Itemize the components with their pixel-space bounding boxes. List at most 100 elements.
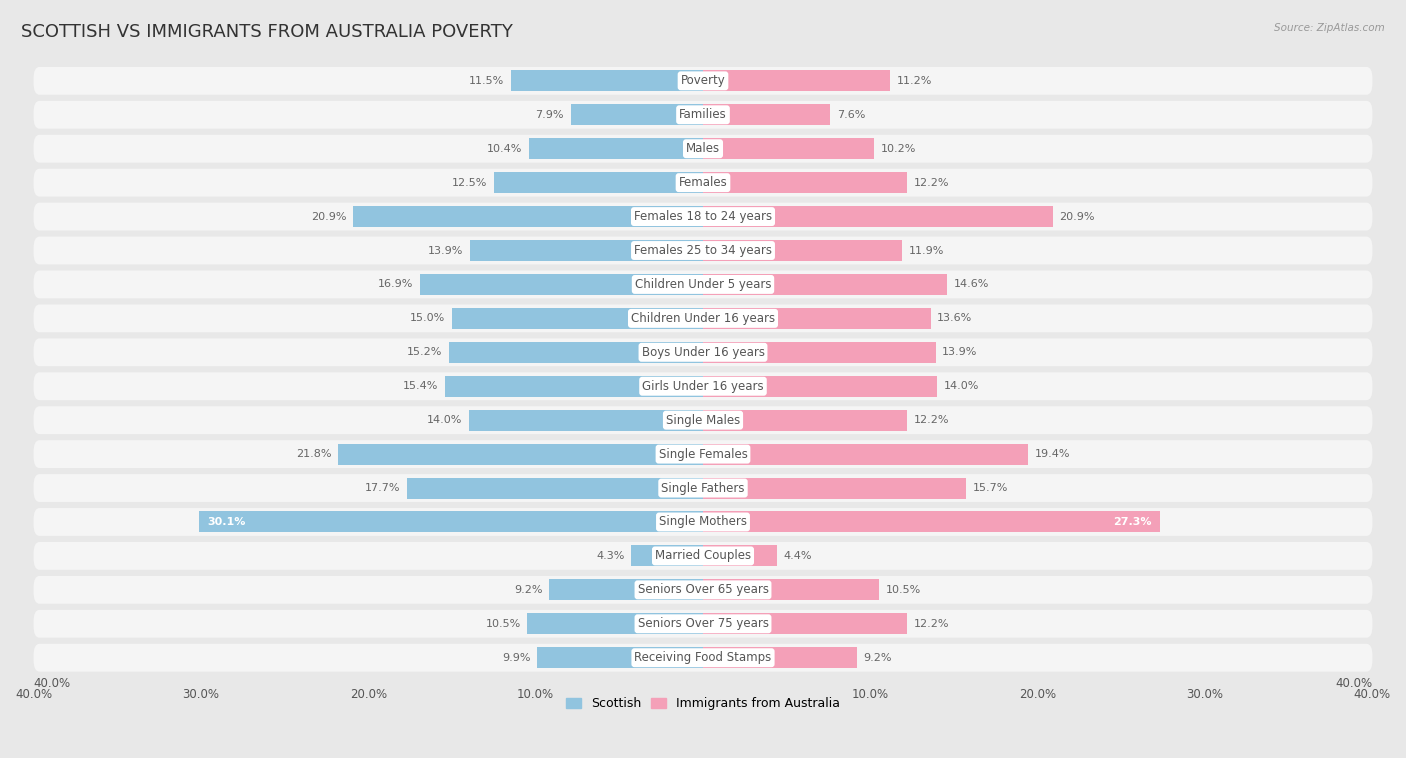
FancyBboxPatch shape bbox=[34, 305, 1372, 332]
Text: Single Fathers: Single Fathers bbox=[661, 481, 745, 494]
Text: 12.2%: 12.2% bbox=[914, 415, 949, 425]
Bar bbox=[527, 613, 703, 634]
Bar bbox=[703, 172, 907, 193]
Text: 15.2%: 15.2% bbox=[406, 347, 441, 357]
Text: Families: Families bbox=[679, 108, 727, 121]
Text: 13.9%: 13.9% bbox=[429, 246, 464, 255]
Text: Receiving Food Stamps: Receiving Food Stamps bbox=[634, 651, 772, 664]
Text: 17.7%: 17.7% bbox=[364, 483, 401, 493]
Text: SCOTTISH VS IMMIGRANTS FROM AUSTRALIA POVERTY: SCOTTISH VS IMMIGRANTS FROM AUSTRALIA PO… bbox=[21, 23, 513, 41]
Text: Females 25 to 34 years: Females 25 to 34 years bbox=[634, 244, 772, 257]
Bar bbox=[548, 579, 703, 600]
Bar bbox=[449, 342, 703, 363]
Bar bbox=[468, 409, 703, 431]
Bar bbox=[703, 647, 858, 669]
Bar bbox=[703, 342, 935, 363]
Bar bbox=[703, 376, 938, 396]
FancyBboxPatch shape bbox=[34, 576, 1372, 604]
Text: 15.7%: 15.7% bbox=[973, 483, 1008, 493]
Bar bbox=[537, 647, 703, 669]
Bar bbox=[703, 579, 879, 600]
Text: Single Mothers: Single Mothers bbox=[659, 515, 747, 528]
Text: 9.2%: 9.2% bbox=[863, 653, 893, 662]
Text: 15.0%: 15.0% bbox=[411, 313, 446, 324]
Text: Married Couples: Married Couples bbox=[655, 550, 751, 562]
FancyBboxPatch shape bbox=[34, 135, 1372, 163]
Text: Males: Males bbox=[686, 143, 720, 155]
FancyBboxPatch shape bbox=[34, 475, 1372, 502]
Text: Seniors Over 65 years: Seniors Over 65 years bbox=[637, 584, 769, 597]
Text: 20.9%: 20.9% bbox=[1060, 211, 1095, 221]
Text: 40.0%: 40.0% bbox=[1336, 678, 1372, 691]
FancyBboxPatch shape bbox=[34, 610, 1372, 637]
Text: 10.2%: 10.2% bbox=[880, 144, 915, 154]
Text: 14.6%: 14.6% bbox=[955, 280, 990, 290]
FancyBboxPatch shape bbox=[34, 101, 1372, 129]
FancyBboxPatch shape bbox=[34, 644, 1372, 672]
Bar bbox=[703, 443, 1028, 465]
Text: 30.1%: 30.1% bbox=[208, 517, 246, 527]
Text: Source: ZipAtlas.com: Source: ZipAtlas.com bbox=[1274, 23, 1385, 33]
Text: 9.2%: 9.2% bbox=[513, 585, 543, 595]
Bar bbox=[703, 70, 890, 92]
FancyBboxPatch shape bbox=[34, 236, 1372, 265]
FancyBboxPatch shape bbox=[34, 67, 1372, 95]
Bar bbox=[703, 274, 948, 295]
Text: 4.4%: 4.4% bbox=[783, 551, 811, 561]
FancyBboxPatch shape bbox=[34, 202, 1372, 230]
Text: 19.4%: 19.4% bbox=[1035, 449, 1070, 459]
Bar bbox=[703, 240, 903, 261]
Text: 10.5%: 10.5% bbox=[886, 585, 921, 595]
Bar bbox=[703, 512, 1160, 533]
Text: 20.9%: 20.9% bbox=[311, 211, 346, 221]
Legend: Scottish, Immigrants from Australia: Scottish, Immigrants from Australia bbox=[561, 692, 845, 715]
Text: 12.2%: 12.2% bbox=[914, 177, 949, 188]
FancyBboxPatch shape bbox=[34, 271, 1372, 299]
Bar bbox=[703, 409, 907, 431]
Bar bbox=[703, 546, 776, 566]
Text: 40.0%: 40.0% bbox=[34, 678, 70, 691]
Text: Single Males: Single Males bbox=[666, 414, 740, 427]
Text: Females 18 to 24 years: Females 18 to 24 years bbox=[634, 210, 772, 223]
Bar bbox=[471, 240, 703, 261]
Text: 21.8%: 21.8% bbox=[295, 449, 332, 459]
Text: 13.6%: 13.6% bbox=[938, 313, 973, 324]
Text: 9.9%: 9.9% bbox=[502, 653, 530, 662]
Text: Children Under 16 years: Children Under 16 years bbox=[631, 312, 775, 325]
Text: 7.9%: 7.9% bbox=[536, 110, 564, 120]
Text: 7.6%: 7.6% bbox=[837, 110, 865, 120]
Bar bbox=[451, 308, 703, 329]
Text: 15.4%: 15.4% bbox=[404, 381, 439, 391]
Text: 10.4%: 10.4% bbox=[486, 144, 522, 154]
Bar bbox=[353, 206, 703, 227]
Bar bbox=[703, 613, 907, 634]
Bar bbox=[200, 512, 703, 533]
Bar bbox=[446, 376, 703, 396]
Bar bbox=[631, 546, 703, 566]
Text: Single Females: Single Females bbox=[658, 448, 748, 461]
Bar bbox=[339, 443, 703, 465]
Bar bbox=[703, 206, 1053, 227]
FancyBboxPatch shape bbox=[34, 440, 1372, 468]
Text: 12.2%: 12.2% bbox=[914, 619, 949, 629]
FancyBboxPatch shape bbox=[34, 508, 1372, 536]
Text: 13.9%: 13.9% bbox=[942, 347, 977, 357]
Bar bbox=[703, 105, 830, 125]
Text: Children Under 5 years: Children Under 5 years bbox=[634, 278, 772, 291]
Text: 11.9%: 11.9% bbox=[908, 246, 945, 255]
FancyBboxPatch shape bbox=[34, 372, 1372, 400]
Text: Poverty: Poverty bbox=[681, 74, 725, 87]
Text: 27.3%: 27.3% bbox=[1114, 517, 1152, 527]
Bar bbox=[420, 274, 703, 295]
Bar bbox=[529, 138, 703, 159]
FancyBboxPatch shape bbox=[34, 406, 1372, 434]
Bar bbox=[703, 478, 966, 499]
Text: 16.9%: 16.9% bbox=[378, 280, 413, 290]
Text: 11.2%: 11.2% bbox=[897, 76, 932, 86]
Text: 14.0%: 14.0% bbox=[426, 415, 463, 425]
Text: 11.5%: 11.5% bbox=[468, 76, 503, 86]
Text: 10.5%: 10.5% bbox=[485, 619, 520, 629]
FancyBboxPatch shape bbox=[34, 169, 1372, 196]
Bar bbox=[510, 70, 703, 92]
Bar bbox=[703, 308, 931, 329]
